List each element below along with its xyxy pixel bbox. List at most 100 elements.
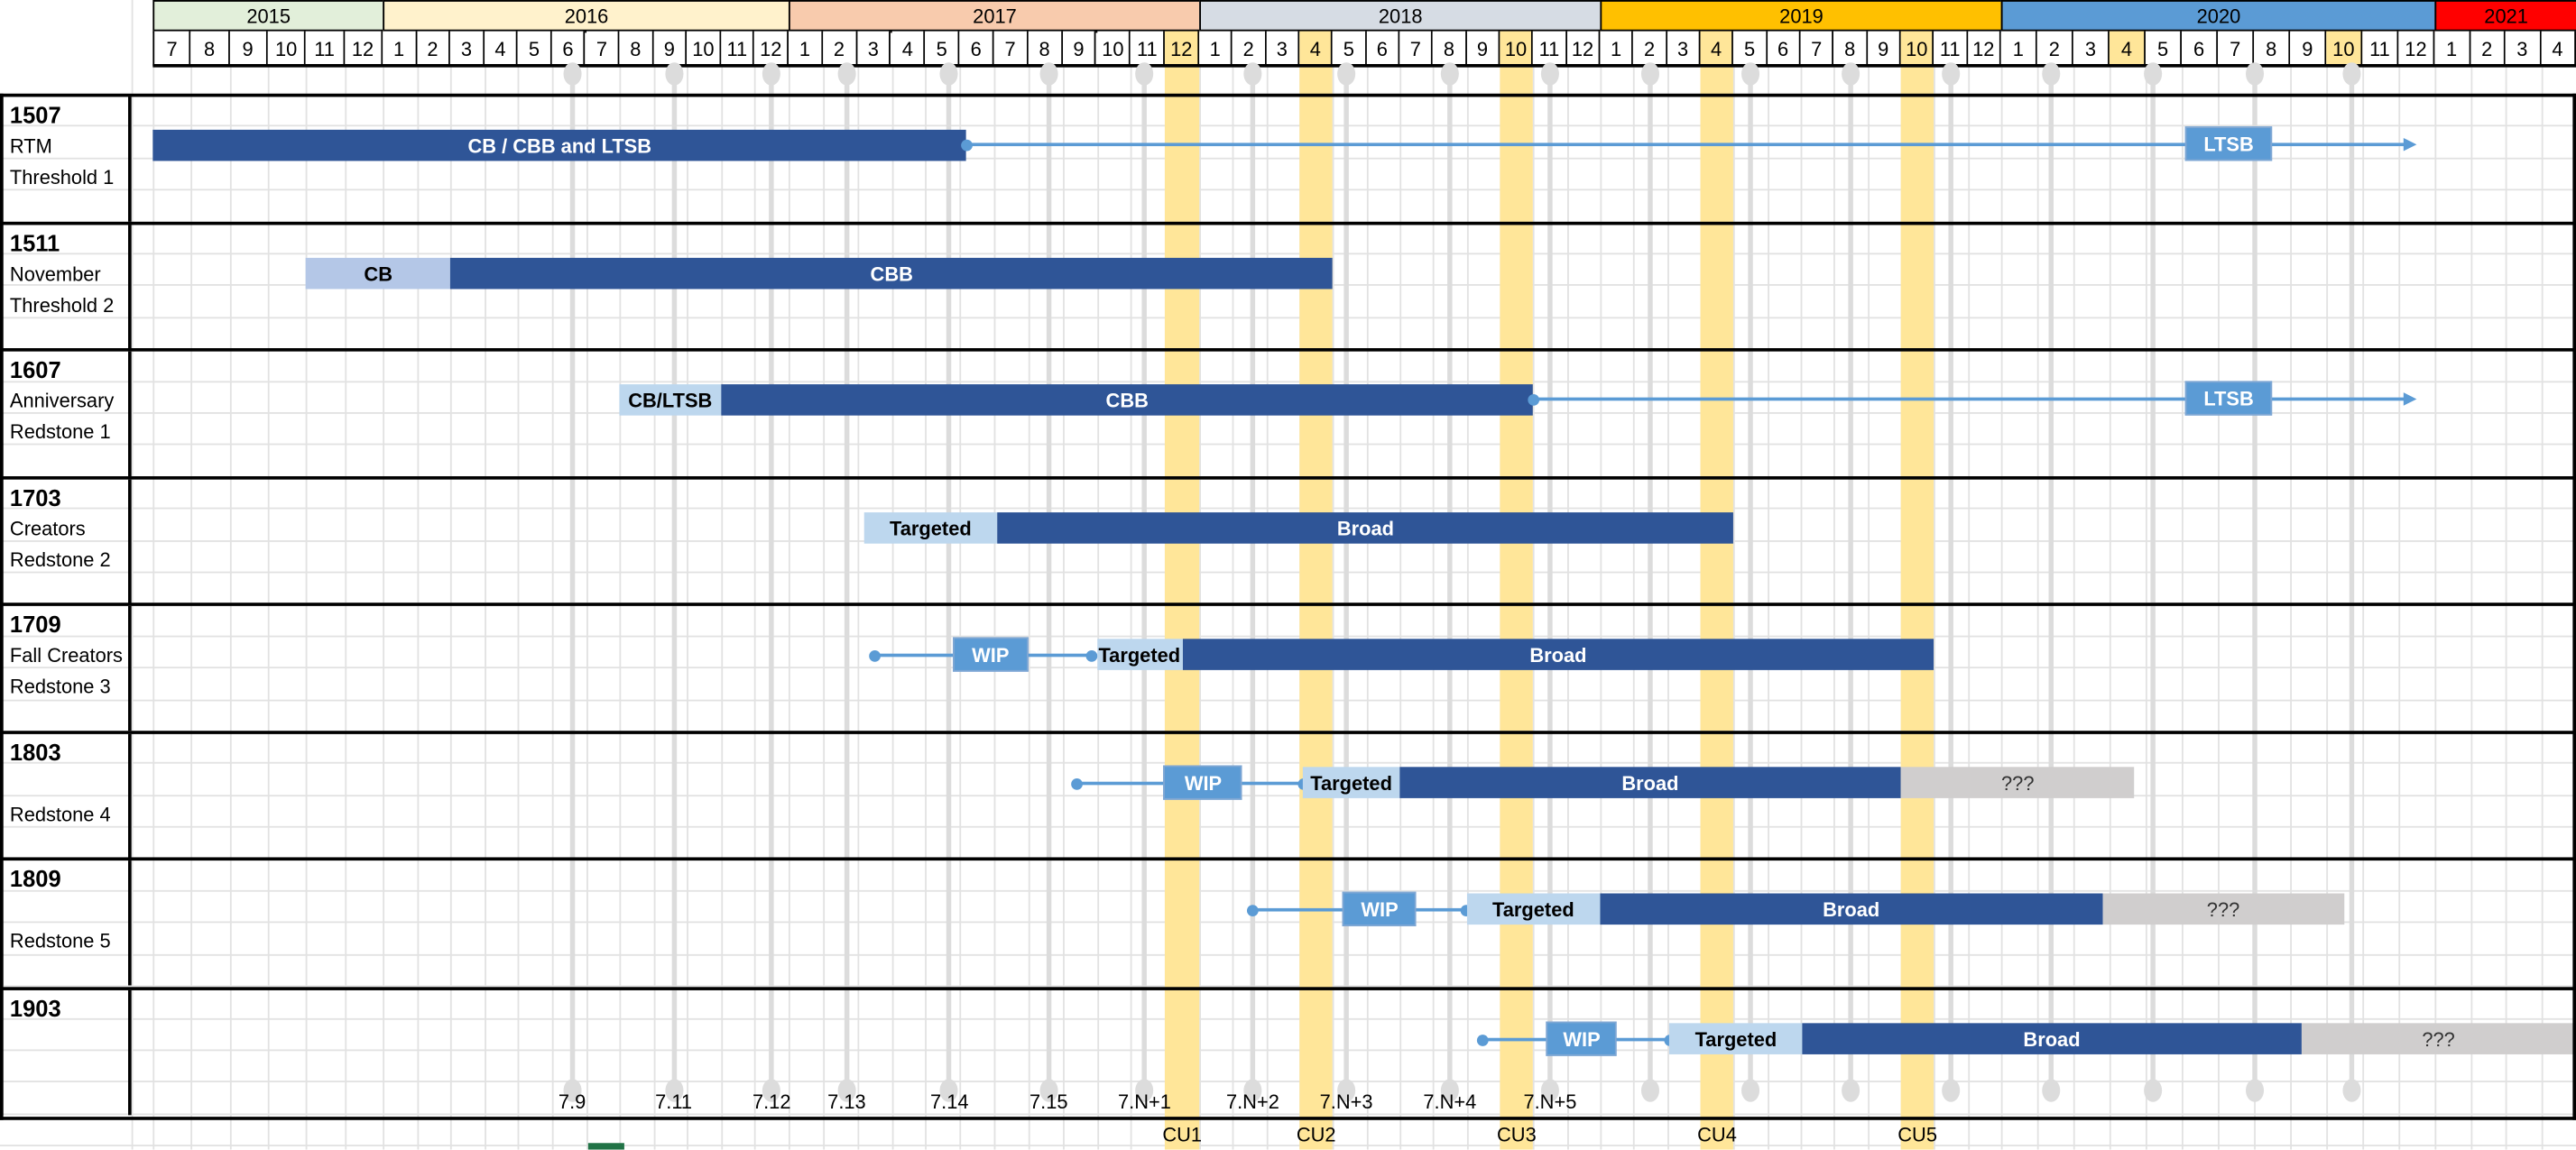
build-label: 7.14 [929,1090,969,1114]
release-version: 1903 [9,995,61,1022]
release-name: Anniversary [9,389,115,413]
wip-start-dot [1247,904,1259,916]
servicing-bar-grey: ??? [1900,767,2135,798]
servicing-bar-lighter: Targeted [1302,767,1400,798]
build-marker-line [670,75,677,1091]
grid-column-line [1062,0,1065,1150]
month-header: 1 [788,31,823,66]
month-header: 10 [2326,31,2363,66]
release-codename: Threshold 1 [9,165,115,189]
month-header: 10 [1900,31,1934,66]
release-codename: Redstone 2 [9,548,111,572]
build-marker-line [946,75,952,1091]
servicing-bar-grey: ??? [2301,1023,2576,1054]
build-marker-bottom-dot [1640,1079,1659,1102]
month-header: 8 [1833,31,1868,66]
month-header: 10 [1096,31,1131,66]
month-header: 9 [1867,31,1901,66]
grid-row-line [0,380,2576,382]
month-header: 2 [2036,31,2073,66]
cu-highlight-column [1500,65,1534,1150]
build-marker-top-dot [1243,62,1262,86]
release-row-1809: 1809 Redstone 5 WIP Targeted Broad??? [0,857,2576,986]
build-marker-line [569,75,575,1091]
month-header: 8 [190,31,230,66]
grid-column-line [1667,0,1669,1150]
grid-column-line [551,0,554,1150]
build-marker-top-dot [563,62,582,86]
ltsb-arrow-start-dot [1528,393,1539,405]
grid-column-line [2109,0,2111,1150]
month-header: 1 [2000,31,2037,66]
build-marker-line [769,75,774,1091]
month-header: 9 [2290,31,2327,66]
build-label: 7.N+2 [1225,1090,1279,1114]
month-header: 8 [1433,31,1467,66]
grid-column-line [1600,0,1602,1150]
arrow-head-icon [2403,137,2417,152]
grid-column-line [1833,0,1836,1150]
month-header: 2 [1633,31,1667,66]
grid-column-line [344,0,346,1150]
month-header: 12 [2398,31,2435,66]
grid-column-line [1466,0,1469,1150]
wip-start-dot [868,649,881,661]
grid-column-line [1233,0,1235,1150]
selected-cell-indicator[interactable] [587,1143,624,1150]
build-label: 7.11 [655,1090,693,1114]
grid-column-line [383,0,385,1150]
month-header: 4 [2109,31,2146,66]
build-label: 7.15 [1029,1090,1068,1114]
build-marker-bottom-dot [2342,1079,2361,1102]
month-header: 2 [2470,31,2506,66]
month-header: 3 [1667,31,1701,66]
wip-box: WIP [1163,765,1243,800]
header-bottom-border [152,64,2576,68]
month-header: 12 [1165,31,1200,66]
build-label: 7.N+4 [1423,1090,1477,1114]
month-header: 12 [1967,31,2001,66]
wip-box: WIP [1547,1021,1617,1056]
release-version: 1607 [9,356,61,383]
month-header: 7 [2218,31,2255,66]
build-marker-bottom-dot [2245,1079,2264,1102]
build-marker-bottom-dot [664,1079,683,1102]
month-header: 12 [754,31,789,66]
build-marker-top-dot [2143,62,2162,86]
build-marker-line [1948,75,1953,1091]
release-label-cell: 1511 November Threshold 2 [0,225,132,350]
build-marker-top-dot [1440,62,1459,86]
cu-label: CU3 [1497,1123,1537,1146]
grid-row-line [0,889,2576,892]
build-marker-bottom-dot [2143,1079,2162,1102]
build-marker-line [1141,75,1148,1091]
grid-column-line [484,0,486,1150]
grid-row-line [0,507,2576,510]
grid-column-line [518,0,520,1150]
grid-column-line [1934,0,1936,1150]
grid-row-line [0,571,2576,574]
month-header: 11 [1934,31,1968,66]
release-name: Creators [9,517,86,541]
build-marker-top-dot [1135,62,1154,86]
grid-row-line [0,1113,2576,1115]
build-marker-bottom-dot [1540,1079,1559,1102]
grid-row-line [0,1081,2576,1083]
build-label: 7.13 [827,1090,866,1114]
build-marker-line [1547,75,1553,1091]
release-version: 1507 [9,101,61,129]
month-header: 8 [1028,31,1063,66]
month-header: 3 [2073,31,2110,66]
grid-column-line [190,0,193,1150]
grid-column-line [1867,0,1870,1150]
grid-column-line [1800,0,1803,1150]
release-row-1803: 1803 Redstone 4 WIP Targeted Broad??? [0,731,2576,860]
build-marker-top-dot [664,62,683,86]
release-codename: Redstone 3 [9,675,111,698]
grid-column-line [1096,0,1099,1150]
month-header: 9 [1466,31,1500,66]
release-label-cell: 1809 Redstone 5 [0,860,132,986]
month-header: 3 [450,31,485,66]
grid-column-line [152,0,155,1150]
grid-column-line [1433,0,1436,1150]
